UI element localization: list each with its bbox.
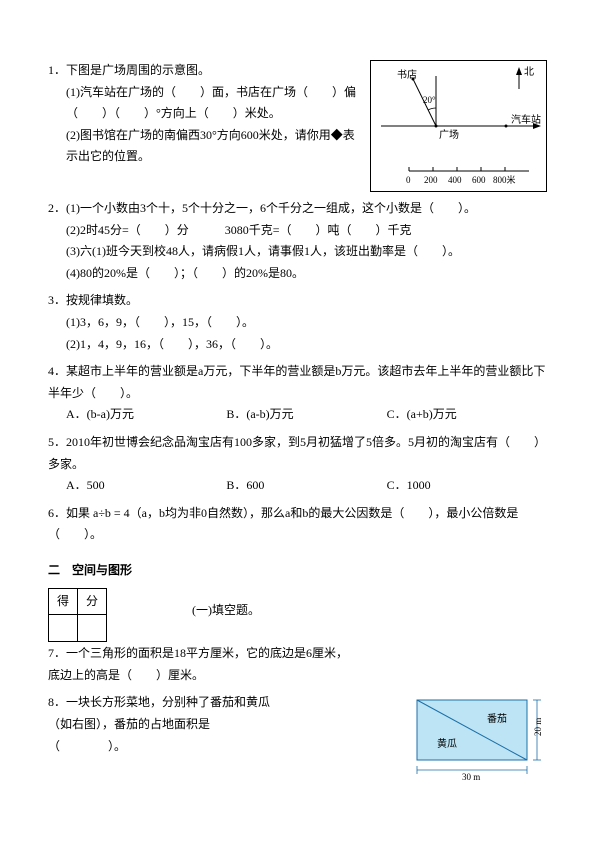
q4-opt-a: A．(b-a)万元 [66, 404, 226, 426]
guangchang-label: 广场 [439, 128, 459, 141]
diagram-rectangle: 番茄 黄瓜 30 m 20 m [407, 692, 547, 782]
q4-stem: 4．某超市上半年的营业额是a万元，下半年的营业额是b万元。该超市去年上半年的营业… [48, 361, 547, 404]
q3-sub1: (1)3，6，9，（ ），15，（ ）。 [66, 312, 547, 334]
q6-stem: 6．如果 a÷b = 4（a，b均为非0自然数），那么a和b的最大公因数是（ ）… [48, 503, 547, 546]
height-label: 20 m [533, 718, 543, 736]
svg-text:800米: 800米 [493, 174, 516, 185]
huanggua-label: 黄瓜 [437, 737, 457, 750]
q5-opt-a: A．500 [66, 475, 226, 497]
width-label: 30 m [462, 772, 480, 782]
fanqie-label: 番茄 [487, 712, 507, 725]
q1-stem: 1．下图是广场周围的示意图。 [48, 60, 362, 82]
shudian-label: 书店 [397, 68, 417, 81]
q1-sub1: (1)汽车站在广场的（ ）面，书店在广场（ ）偏（ ）（ ）°方向上（ ）米处。 [66, 82, 362, 125]
q3-stem: 3．按规律填数。 [48, 290, 547, 312]
q3-sub2: (2)1，4，9，16，（ ），36，（ ）。 [66, 334, 547, 356]
section-sub: (一)填空题。 [192, 600, 547, 622]
q7-line1: 7．一个三角形的面积是18平方厘米，它的底边是6厘米， [48, 643, 547, 665]
svg-text:0: 0 [406, 175, 411, 185]
svg-text:200: 200 [424, 175, 438, 185]
angle-label: 20° [423, 95, 436, 105]
diagram-map: 北 书店 20° 广场 汽车站 [370, 60, 547, 192]
q2-sub4: (4)80的20%是（ ）；（ ）的20%是80。 [66, 263, 547, 285]
q5-opt-c: C．1000 [387, 475, 547, 497]
q5-stem: 5．2010年初世博会纪念品淘宝店有100多家，到5月初猛增了5倍多。5月初的淘… [48, 432, 547, 475]
north-label: 北 [524, 66, 534, 78]
svg-text:400: 400 [448, 175, 462, 185]
score-box: 得 分 [48, 588, 107, 642]
q2-sub2: (2)2时45分=（ ）分 3080千克=（ ）吨（ ）千克 [66, 220, 547, 242]
svg-text:600: 600 [472, 175, 486, 185]
q4-opt-c: C．(a+b)万元 [387, 404, 547, 426]
q1-sub2: (2)图书馆在广场的南偏西30°方向600米处，请你用◆表示出它的位置。 [66, 125, 362, 168]
scorebox-de: 得 [49, 588, 78, 615]
q5-opt-b: B．600 [226, 475, 386, 497]
section-title: 二 空间与图形 [48, 560, 547, 582]
q2-sub3: (3)六(1)班今天到校48人，请病假1人，请事假1人，该班出勤率是（ ）。 [66, 241, 547, 263]
q2-sub1: (1)一个小数由3个十，5个十分之一，6个千分之一组成，这个小数是（ ）。 [66, 201, 476, 215]
q7-line2: 底边上的高是（ ）厘米。 [48, 665, 547, 687]
qichezhan-label: 汽车站 [511, 113, 541, 126]
scorebox-fen: 分 [78, 588, 107, 615]
q4-opt-b: B．(a-b)万元 [226, 404, 386, 426]
